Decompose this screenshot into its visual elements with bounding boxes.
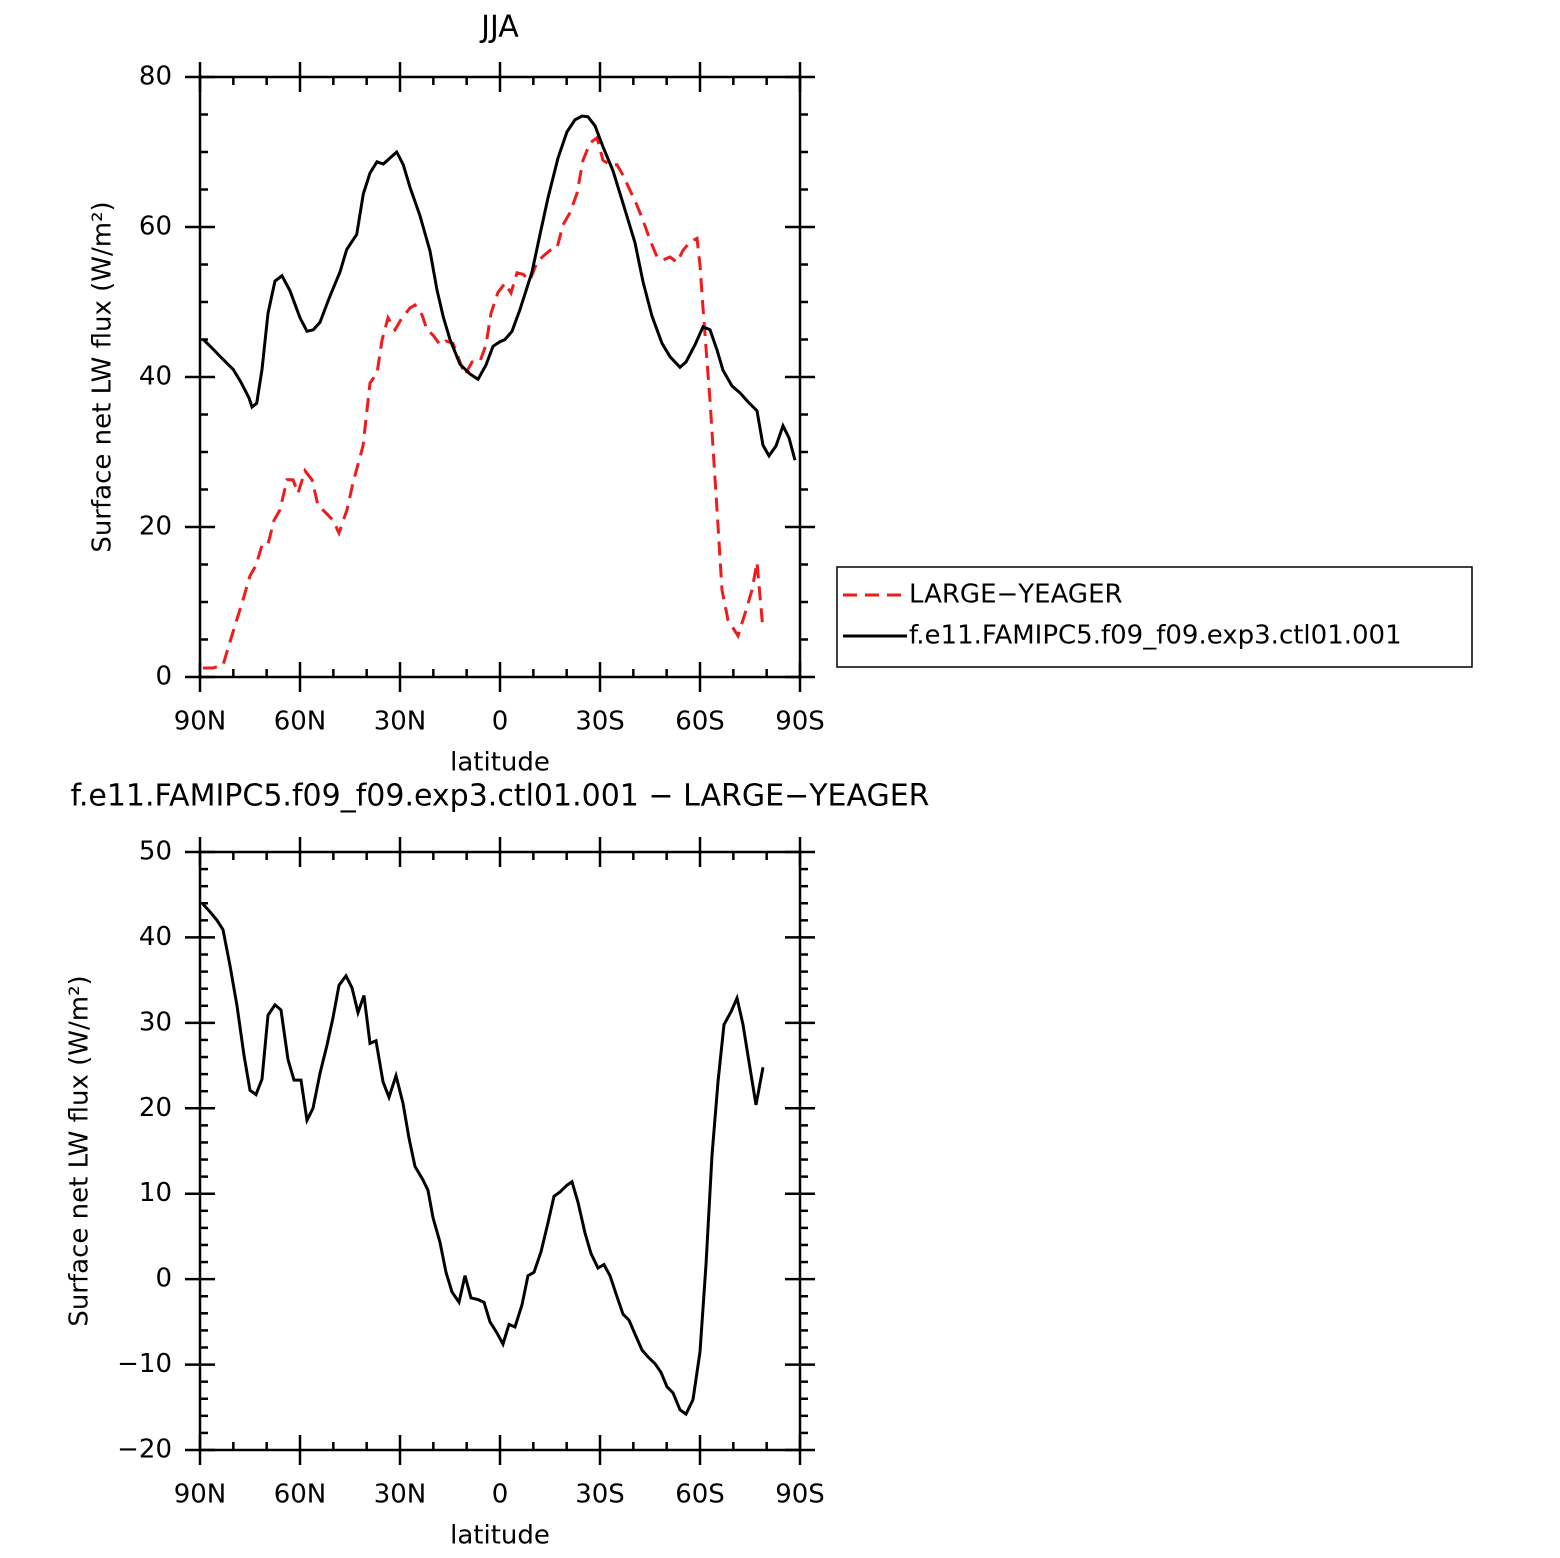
y-tick-label: 50 bbox=[139, 837, 172, 867]
y-axis-label: Surface net LW flux (W/m²) bbox=[65, 975, 95, 1326]
y-tick-label: 10 bbox=[139, 1178, 172, 1208]
y-tick-label: 80 bbox=[139, 62, 172, 92]
x-tick-label: 60N bbox=[274, 707, 327, 737]
x-tick-label: 30S bbox=[575, 1480, 625, 1510]
x-axis-label: latitude bbox=[450, 1521, 550, 1551]
x-tick-label: 90S bbox=[775, 1480, 825, 1510]
x-tick-label: 30N bbox=[374, 1480, 427, 1510]
x-tick-label: 90N bbox=[174, 707, 227, 737]
y-axis-label: Surface net LW flux (W/m²) bbox=[88, 201, 118, 552]
data-line bbox=[202, 114, 797, 461]
y-tick-label: −20 bbox=[117, 1435, 172, 1465]
legend-label: f.e11.FAMIPC5.f09_f09.exp3.ctl01.001 bbox=[909, 621, 1402, 651]
y-tick-label: 40 bbox=[139, 922, 172, 952]
plot-frame bbox=[198, 75, 802, 679]
y-tick-label: −10 bbox=[117, 1349, 172, 1379]
y-tick-label: 20 bbox=[139, 1093, 172, 1123]
y-tick-label: 60 bbox=[139, 212, 172, 242]
data-line bbox=[203, 135, 765, 670]
x-tick-label: 60N bbox=[274, 1480, 327, 1510]
x-tick-label: 30N bbox=[374, 707, 427, 737]
y-tick-label: 30 bbox=[139, 1007, 172, 1037]
x-tick-label: 90S bbox=[775, 707, 825, 737]
x-tick-label: 60S bbox=[675, 707, 725, 737]
x-axis-label: latitude bbox=[450, 748, 550, 778]
y-tick-label: 0 bbox=[155, 662, 172, 692]
legend-label: LARGE−YEAGER bbox=[909, 580, 1123, 610]
y-tick-label: 0 bbox=[155, 1264, 172, 1294]
x-tick-label: 30S bbox=[575, 707, 625, 737]
legend-box bbox=[836, 566, 1473, 668]
x-tick-label: 90N bbox=[174, 1480, 227, 1510]
x-tick-label: 0 bbox=[492, 1480, 509, 1510]
data-line bbox=[201, 903, 765, 1417]
y-tick-label: 20 bbox=[139, 512, 172, 542]
x-tick-label: 0 bbox=[492, 707, 509, 737]
y-tick-label: 40 bbox=[139, 362, 172, 392]
x-tick-label: 60S bbox=[675, 1480, 725, 1510]
chart-title: JJA bbox=[479, 10, 519, 45]
plot-frame bbox=[198, 850, 802, 1452]
chart-title: f.e11.FAMIPC5.f09_f09.exp3.ctl01.001 − L… bbox=[70, 779, 929, 814]
